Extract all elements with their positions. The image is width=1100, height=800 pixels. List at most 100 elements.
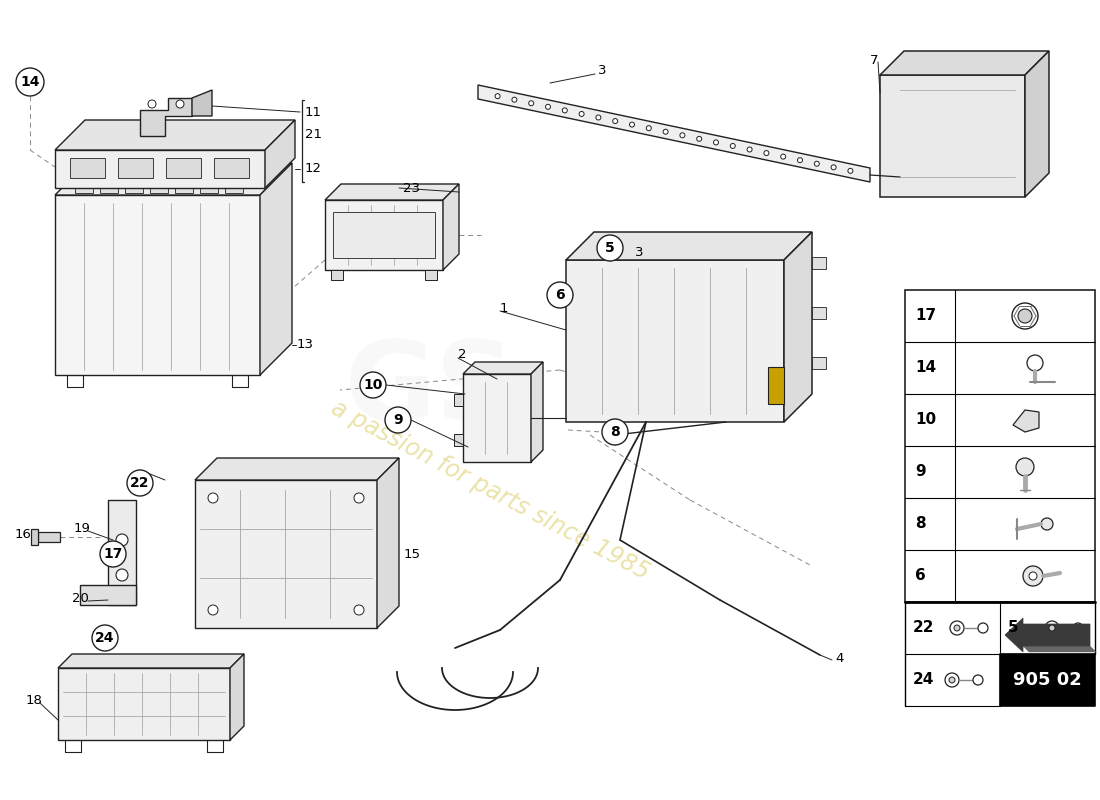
- Bar: [905, 290, 1094, 602]
- Circle shape: [354, 493, 364, 503]
- Circle shape: [596, 115, 601, 120]
- Text: 4: 4: [835, 651, 844, 665]
- Bar: [31, 529, 38, 545]
- Text: 22: 22: [913, 621, 935, 635]
- Circle shape: [629, 122, 635, 127]
- Bar: [454, 434, 463, 446]
- Circle shape: [597, 235, 623, 261]
- Bar: [226, 183, 243, 193]
- Circle shape: [1018, 309, 1032, 323]
- Text: 20: 20: [72, 591, 89, 605]
- Bar: [166, 158, 201, 178]
- Polygon shape: [377, 458, 399, 628]
- Circle shape: [116, 569, 128, 581]
- Polygon shape: [566, 260, 784, 422]
- Bar: [200, 183, 218, 193]
- Text: 10: 10: [915, 413, 936, 427]
- Circle shape: [562, 108, 568, 113]
- Circle shape: [126, 470, 153, 496]
- Text: 5: 5: [605, 241, 615, 255]
- Circle shape: [1012, 303, 1038, 329]
- Polygon shape: [195, 480, 377, 628]
- Circle shape: [100, 541, 126, 567]
- Circle shape: [1041, 518, 1053, 530]
- Polygon shape: [880, 51, 1049, 75]
- Circle shape: [974, 675, 983, 685]
- Polygon shape: [784, 232, 812, 422]
- Text: 9: 9: [915, 465, 925, 479]
- Polygon shape: [463, 374, 531, 462]
- Circle shape: [730, 143, 735, 149]
- Polygon shape: [55, 150, 265, 188]
- Polygon shape: [1023, 646, 1096, 652]
- Text: 24: 24: [913, 673, 934, 687]
- Polygon shape: [768, 367, 784, 404]
- Circle shape: [360, 372, 386, 398]
- Circle shape: [116, 534, 128, 546]
- Bar: [425, 270, 437, 280]
- Circle shape: [747, 147, 752, 152]
- Circle shape: [832, 165, 836, 170]
- Polygon shape: [55, 163, 292, 195]
- Polygon shape: [443, 184, 459, 270]
- Circle shape: [680, 133, 685, 138]
- Text: 3: 3: [598, 65, 606, 78]
- Polygon shape: [58, 668, 230, 740]
- Circle shape: [354, 605, 364, 615]
- Circle shape: [208, 493, 218, 503]
- Circle shape: [1028, 572, 1037, 580]
- Text: 905 02: 905 02: [1013, 671, 1081, 689]
- Text: 1: 1: [500, 302, 508, 314]
- Circle shape: [763, 150, 769, 155]
- Text: 17: 17: [915, 309, 936, 323]
- Polygon shape: [1013, 410, 1040, 432]
- Polygon shape: [58, 654, 244, 668]
- Polygon shape: [140, 98, 192, 136]
- Polygon shape: [324, 200, 443, 270]
- Polygon shape: [812, 357, 826, 369]
- Circle shape: [1049, 625, 1055, 631]
- Polygon shape: [531, 362, 543, 462]
- Bar: [454, 394, 463, 406]
- Circle shape: [602, 419, 628, 445]
- Text: 11: 11: [305, 106, 322, 118]
- Polygon shape: [812, 307, 826, 319]
- Text: 6: 6: [915, 569, 926, 583]
- Text: 17: 17: [103, 547, 123, 561]
- Polygon shape: [265, 120, 295, 188]
- Text: a passion for parts since 1985: a passion for parts since 1985: [327, 396, 653, 584]
- Circle shape: [814, 162, 820, 166]
- Polygon shape: [260, 163, 292, 375]
- Circle shape: [1016, 458, 1034, 476]
- Polygon shape: [1025, 51, 1049, 197]
- Circle shape: [714, 140, 718, 145]
- Polygon shape: [80, 585, 136, 605]
- Circle shape: [663, 130, 668, 134]
- Circle shape: [176, 100, 184, 108]
- Text: 19: 19: [74, 522, 91, 534]
- Circle shape: [949, 677, 955, 683]
- Bar: [333, 212, 435, 258]
- Bar: [118, 158, 153, 178]
- Bar: [175, 183, 192, 193]
- Bar: [75, 183, 94, 193]
- Bar: [39, 532, 60, 542]
- Circle shape: [781, 154, 785, 159]
- Circle shape: [1027, 355, 1043, 371]
- Bar: [331, 270, 343, 280]
- Polygon shape: [108, 500, 136, 605]
- Polygon shape: [463, 362, 543, 374]
- Text: 24: 24: [96, 631, 114, 645]
- Circle shape: [16, 68, 44, 96]
- Circle shape: [848, 168, 852, 174]
- Text: 10: 10: [363, 378, 383, 392]
- Circle shape: [954, 625, 960, 631]
- Bar: [1000, 654, 1094, 706]
- Bar: [150, 183, 168, 193]
- Circle shape: [385, 407, 411, 433]
- Circle shape: [547, 282, 573, 308]
- Circle shape: [647, 126, 651, 130]
- Polygon shape: [478, 85, 870, 182]
- Text: 14: 14: [915, 361, 936, 375]
- Text: 13: 13: [297, 338, 313, 351]
